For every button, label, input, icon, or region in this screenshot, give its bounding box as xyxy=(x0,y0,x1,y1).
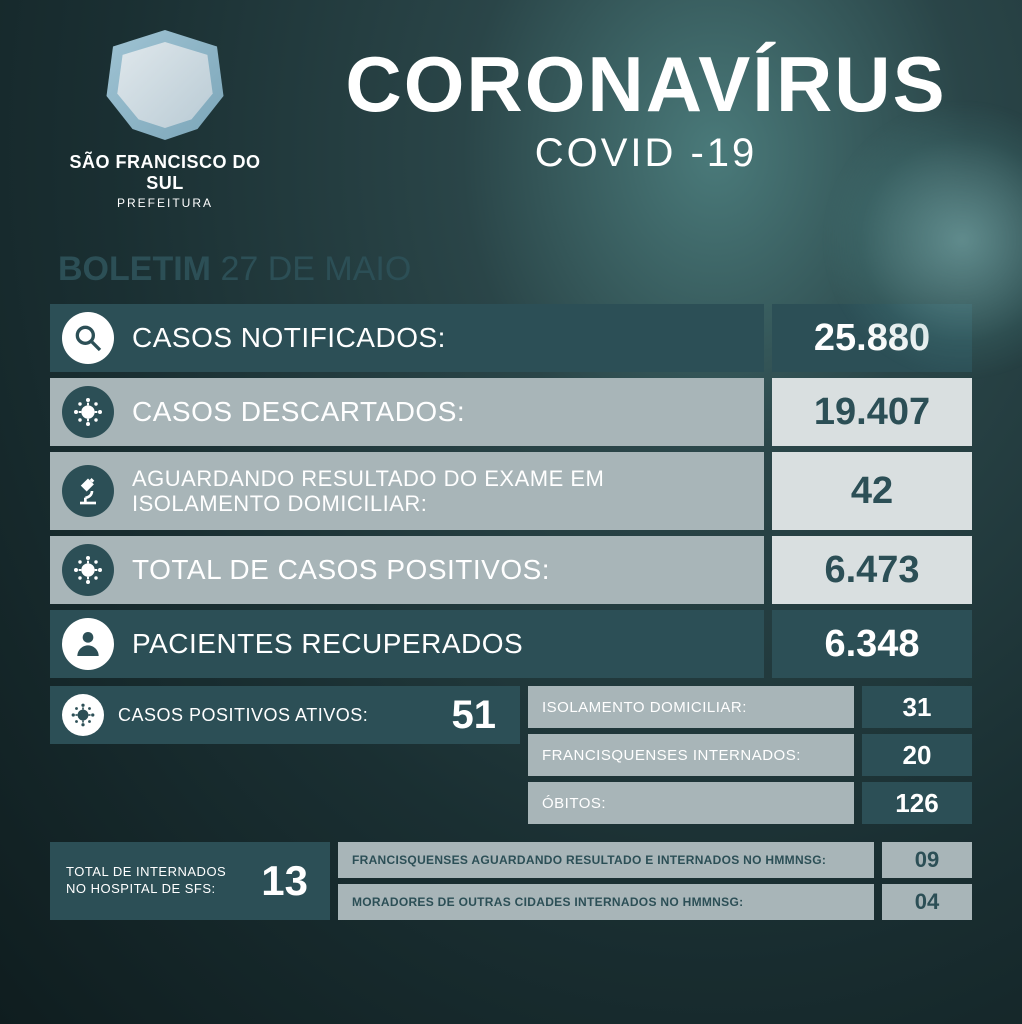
stat-label-text: CASOS DESCARTADOS: xyxy=(132,396,465,428)
stat-row: TOTAL DE CASOS POSITIVOS: 6.473 xyxy=(50,536,972,604)
hospital-breakdown-value: 04 xyxy=(882,884,972,920)
stat-label-text: AGUARDANDO RESULTADO DO EXAME EM ISOLAME… xyxy=(132,466,744,517)
hospital-label: TOTAL DE INTERNADOS NO HOSPITAL DE SFS: xyxy=(66,864,245,898)
virus-icon xyxy=(62,386,114,438)
breakdown-label: FRANCISQUENSES INTERNADOS: xyxy=(528,734,854,776)
prefeitura-label: PREFEITURA xyxy=(117,196,213,210)
logo-block: SÃO FRANCISCO DO SUL PREFEITURA xyxy=(60,30,270,210)
city-name: SÃO FRANCISCO DO SUL xyxy=(60,152,270,194)
stat-label-cell: CASOS DESCARTADOS: xyxy=(50,378,764,446)
city-crest-icon xyxy=(100,30,230,140)
breakdown-label: ÓBITOS: xyxy=(528,782,854,824)
main-stats: CASOS NOTIFICADOS:25.880CASOS DESCARTADO… xyxy=(50,304,972,678)
stat-value: 6.348 xyxy=(772,610,972,678)
magnifier-icon xyxy=(62,312,114,364)
hospital-breakdown-row: MORADORES DE OUTRAS CIDADES INTERNADOS N… xyxy=(338,884,972,920)
stat-value: 6.473 xyxy=(772,536,972,604)
stat-row: CASOS NOTIFICADOS:25.880 xyxy=(50,304,972,372)
stat-label-cell: PACIENTES RECUPERADOS xyxy=(50,610,764,678)
active-breakdown: ISOLAMENTO DOMICILIAR:31FRANCISQUENSES I… xyxy=(528,686,972,824)
hospital-breakdown-label: FRANCISQUENSES AGUARDANDO RESULTADO E IN… xyxy=(338,842,874,878)
stat-row: AGUARDANDO RESULTADO DO EXAME EM ISOLAME… xyxy=(50,452,972,530)
hospital-section: TOTAL DE INTERNADOS NO HOSPITAL DE SFS: … xyxy=(50,842,972,920)
stat-label-text: PACIENTES RECUPERADOS xyxy=(132,628,523,660)
breakdown-value: 31 xyxy=(862,686,972,728)
breakdown-label: ISOLAMENTO DOMICILIAR: xyxy=(528,686,854,728)
hospital-breakdown: FRANCISQUENSES AGUARDANDO RESULTADO E IN… xyxy=(338,842,972,920)
breakdown-row: ISOLAMENTO DOMICILIAR:31 xyxy=(528,686,972,728)
hospital-value: 13 xyxy=(261,857,308,905)
person-icon xyxy=(62,618,114,670)
virus-icon xyxy=(62,544,114,596)
breakdown-value: 20 xyxy=(862,734,972,776)
stat-label-cell: TOTAL DE CASOS POSITIVOS: xyxy=(50,536,764,604)
active-cases-label: CASOS POSITIVOS ATIVOS: xyxy=(118,705,368,726)
stat-label-text: CASOS NOTIFICADOS: xyxy=(132,322,446,354)
breakdown-row: ÓBITOS:126 xyxy=(528,782,972,824)
stat-label-text: TOTAL DE CASOS POSITIVOS: xyxy=(132,554,550,586)
stat-value: 42 xyxy=(772,452,972,530)
bulletin-date: 27 DE MAIO xyxy=(220,250,411,288)
breakdown-value: 126 xyxy=(862,782,972,824)
hospital-breakdown-row: FRANCISQUENSES AGUARDANDO RESULTADO E IN… xyxy=(338,842,972,878)
stat-row: PACIENTES RECUPERADOS 6.348 xyxy=(50,610,972,678)
stat-row: CASOS DESCARTADOS: 19.407 xyxy=(50,378,972,446)
main-title: CORONAVÍRUS xyxy=(310,45,982,123)
stat-label-cell: CASOS NOTIFICADOS: xyxy=(50,304,764,372)
active-cases-value: 51 xyxy=(452,693,497,738)
stat-label-cell: AGUARDANDO RESULTADO DO EXAME EM ISOLAME… xyxy=(50,452,764,530)
active-cases-box: CASOS POSITIVOS ATIVOS: 51 xyxy=(50,686,520,744)
bulletin-prefix: BOLETIM xyxy=(58,250,211,288)
virus-icon xyxy=(62,694,104,736)
hospital-breakdown-value: 09 xyxy=(882,842,972,878)
stat-value: 19.407 xyxy=(772,378,972,446)
breakdown-row: FRANCISQUENSES INTERNADOS:20 xyxy=(528,734,972,776)
active-section: CASOS POSITIVOS ATIVOS: 51 ISOLAMENTO DO… xyxy=(50,686,972,824)
microscope-icon xyxy=(62,465,114,517)
hospital-box: TOTAL DE INTERNADOS NO HOSPITAL DE SFS: … xyxy=(50,842,330,920)
hospital-breakdown-label: MORADORES DE OUTRAS CIDADES INTERNADOS N… xyxy=(338,884,874,920)
